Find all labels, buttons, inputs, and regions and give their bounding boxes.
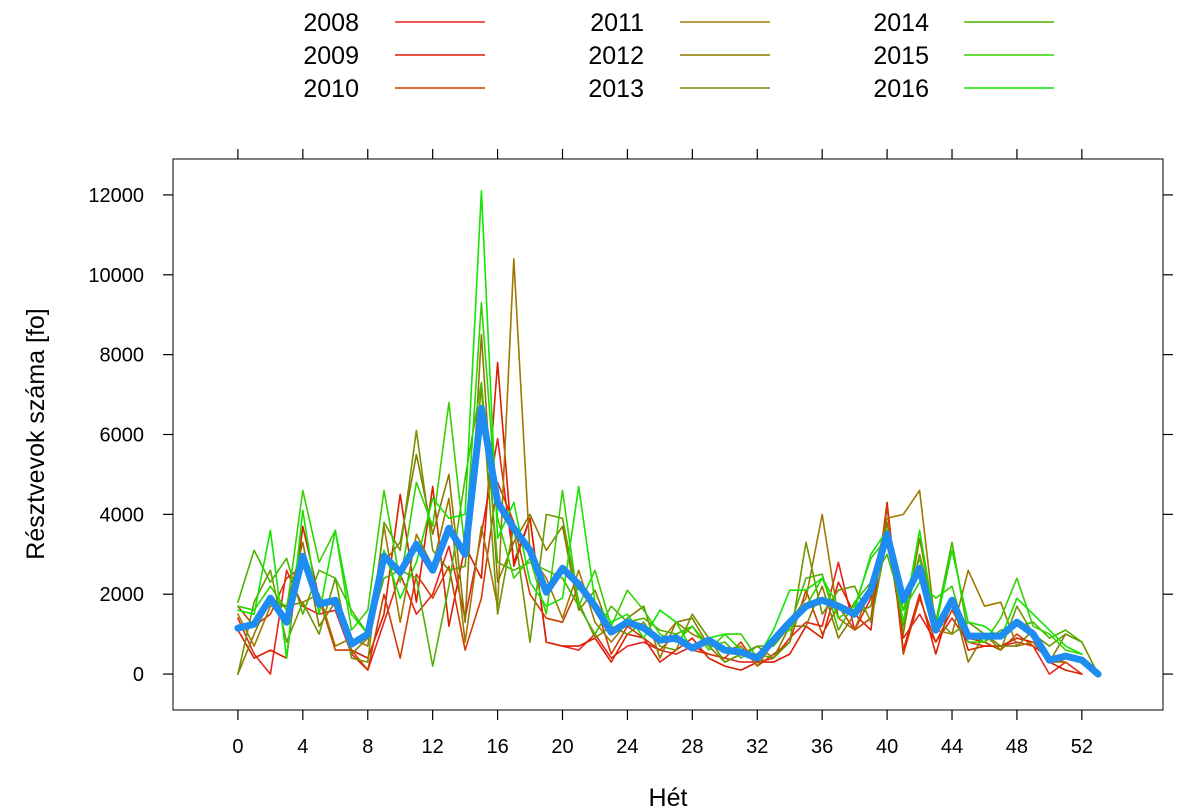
- series-line-2016: [237, 190, 1083, 659]
- legend: 2008 2009 2010 2011 2012 2013 2014 2015 2016: [303, 9, 1054, 103]
- series-line-2011: [237, 258, 1067, 667]
- x-axis-label: Hét: [649, 784, 688, 811]
- x-tick-label: 16: [486, 736, 508, 758]
- x-tick-label: 48: [1006, 736, 1028, 758]
- x-tick-label: 28: [681, 736, 703, 758]
- legend-label: 2014: [873, 9, 929, 37]
- y-tick-label: 8000: [100, 345, 145, 367]
- y-tick-label: 2000: [100, 584, 145, 606]
- legend-label: 2016: [873, 75, 929, 103]
- series-line-mean: [234, 405, 1102, 678]
- legend-item-2008: 2008: [303, 9, 485, 37]
- legend-label: 2008: [303, 9, 359, 37]
- legend-label: 2011: [590, 9, 644, 37]
- plot-lines: [234, 190, 1102, 678]
- legend-item-2016: 2016: [873, 75, 1054, 103]
- y-tick-label: 0: [133, 664, 144, 686]
- x-tick-label: 8: [362, 736, 373, 758]
- legend-item-2014: 2014: [873, 9, 1054, 37]
- legend-item-2013: 2013: [588, 75, 770, 103]
- y-tick-label: 6000: [100, 425, 145, 447]
- x-tick-label: 12: [422, 736, 444, 758]
- x-tick-label: 52: [1071, 736, 1093, 758]
- x-tick-label: 20: [551, 736, 573, 758]
- legend-label: 2013: [588, 75, 644, 103]
- series-line-2015: [237, 301, 1083, 659]
- y-tick-label: 12000: [88, 185, 144, 207]
- legend-item-2011: 2011: [590, 9, 770, 37]
- y-tick-label: 4000: [100, 504, 145, 526]
- y-axis-label: Résztvevok száma [fo]: [22, 308, 50, 559]
- series-line-2009: [237, 361, 1083, 675]
- y-tick-label: 10000: [88, 265, 144, 287]
- x-tick-label: 0: [232, 736, 243, 758]
- legend-item-2010: 2010: [303, 75, 485, 103]
- legend-item-2012: 2012: [588, 42, 770, 70]
- legend-label: 2010: [303, 75, 359, 103]
- x-tick-label: 36: [811, 736, 833, 758]
- x-axis: 0 4 8 12 16 20 24 28 32 36 40 44 48 52: [232, 149, 1093, 758]
- series-line-2013: [237, 385, 1099, 675]
- x-tick-label: 24: [616, 736, 638, 758]
- series-line-2010: [237, 481, 1067, 671]
- legend-label: 2012: [588, 42, 644, 70]
- y-axis: 0 2000 4000 6000 8000 10000 12000: [88, 185, 1173, 686]
- x-tick-label: 32: [746, 736, 768, 758]
- legend-item-2015: 2015: [873, 42, 1054, 70]
- x-tick-label: 44: [941, 736, 963, 758]
- x-tick-label: 4: [297, 736, 308, 758]
- legend-item-2009: 2009: [303, 42, 485, 70]
- x-tick-label: 40: [876, 736, 898, 758]
- legend-label: 2009: [303, 42, 359, 70]
- legend-label: 2015: [873, 42, 929, 70]
